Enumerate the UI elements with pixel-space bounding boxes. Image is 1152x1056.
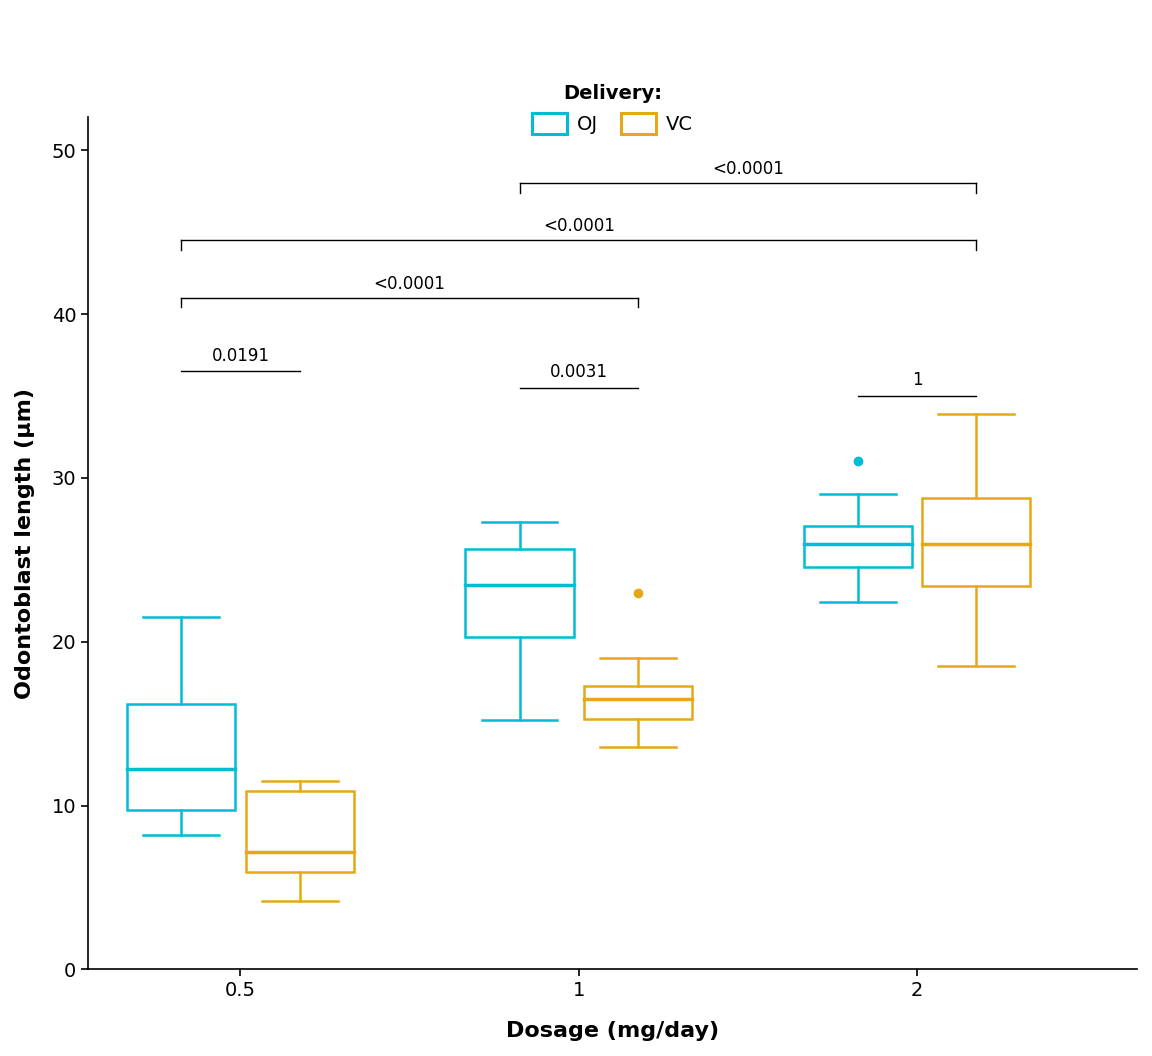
Text: 1: 1 — [911, 372, 923, 390]
Text: <0.0001: <0.0001 — [712, 161, 783, 178]
Bar — [804, 526, 912, 567]
Bar — [922, 497, 1030, 586]
X-axis label: Dosage (mg/day): Dosage (mg/day) — [506, 1021, 719, 1041]
Bar — [465, 549, 574, 637]
Text: <0.0001: <0.0001 — [543, 218, 615, 235]
Text: <0.0001: <0.0001 — [373, 275, 446, 293]
Y-axis label: Odontoblast length (μm): Odontoblast length (μm) — [15, 388, 35, 699]
Legend: OJ, VC: OJ, VC — [524, 76, 700, 142]
Text: 0.0191: 0.0191 — [212, 346, 270, 364]
Bar — [245, 791, 354, 872]
Text: 0.0031: 0.0031 — [550, 363, 608, 381]
Bar — [127, 704, 235, 810]
Bar — [584, 686, 692, 719]
